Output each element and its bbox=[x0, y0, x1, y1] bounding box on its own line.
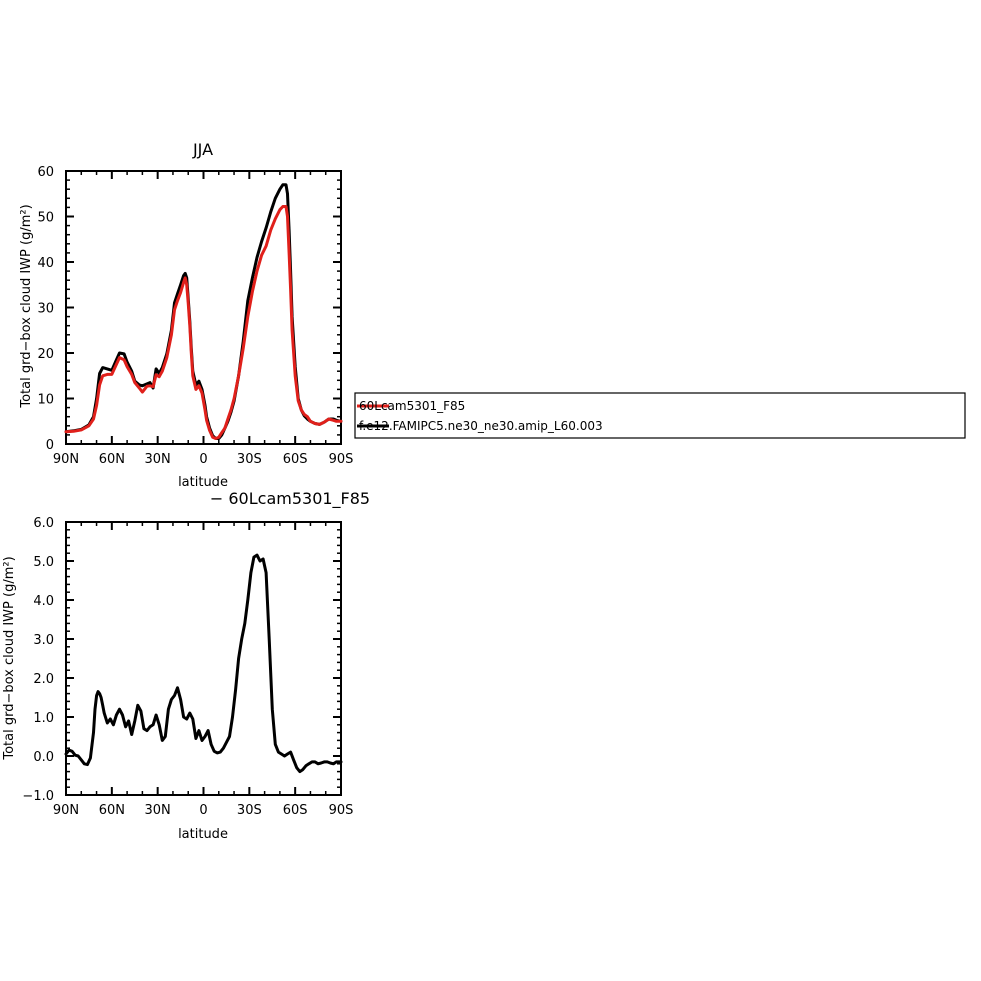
top-plot-area: 90N 60N 30N 0 30S 60S 90S 0 10 20 30 40 50 60 bbox=[37, 165, 353, 467]
legend: 60Lcam5301_F85 f.e12.FAMIPC5.ne30_ne30.a… bbox=[354, 392, 966, 439]
bottom-y-tick-label: 5.0 bbox=[33, 555, 54, 570]
legend-box bbox=[354, 392, 966, 439]
top-y-tick-label: 10 bbox=[37, 393, 54, 408]
top-y-tick-label: 20 bbox=[37, 347, 54, 362]
bottom-y-tick-label: 3.0 bbox=[33, 633, 54, 648]
bottom-x-tick-label: 0 bbox=[199, 803, 207, 818]
bottom-y-tick-label: 6.0 bbox=[33, 516, 54, 531]
bottom-x-tick-label: 30S bbox=[237, 803, 262, 818]
top-x-tick-label: 90S bbox=[329, 452, 354, 467]
top-series-line-red bbox=[64, 205, 343, 440]
bottom-x-tick-label: 60N bbox=[99, 803, 125, 818]
bottom-plot-area: 90N 60N 30N 0 30S 60S 90S −1.0 0.0 1.0 2.0 3.0 4.0 5.… bbox=[22, 516, 353, 818]
bottom-y-tick-label: −1.0 bbox=[22, 789, 54, 804]
top-y-tick-label: 60 bbox=[37, 165, 54, 180]
bottom-x-tick-label: 90N bbox=[53, 803, 79, 818]
legend-entry-2-label: f.e12.FAMIPC5.ne30_ne30.amip_L60.003 bbox=[359, 419, 603, 433]
legend-entry-1-label: 60Lcam5301_F85 bbox=[359, 399, 465, 413]
top-x-tick-label: 0 bbox=[199, 452, 207, 467]
bottom-x-axis-label: latitude bbox=[178, 827, 228, 842]
top-x-tick-label: 90N bbox=[53, 452, 79, 467]
top-panel: JJA 90N 60N 30N 0 30S 60S 90S 0 10 20 30 40 50 60 lat… bbox=[19, 140, 353, 490]
top-y-tick-label: 0 bbox=[46, 438, 54, 453]
top-y-tick-label: 30 bbox=[37, 302, 54, 317]
top-y-axis-label: Total grd−box cloud IWP (g/m²) bbox=[19, 204, 34, 408]
top-x-tick-label: 30S bbox=[237, 452, 262, 467]
top-x-tick-label: 30N bbox=[145, 452, 171, 467]
top-y-tick-label: 40 bbox=[37, 256, 54, 271]
top-x-tick-label: 60N bbox=[99, 452, 125, 467]
bottom-y-tick-label: 2.0 bbox=[33, 672, 54, 687]
bottom-x-tick-label: 30N bbox=[145, 803, 171, 818]
bottom-series-line-black bbox=[64, 553, 343, 774]
top-x-axis-label: latitude bbox=[178, 475, 228, 490]
bottom-y-tick-label: 0.0 bbox=[33, 750, 54, 765]
bottom-y-axis-label: Total grd−box cloud IWP (g/m²) bbox=[2, 556, 17, 760]
top-panel-title: JJA bbox=[192, 140, 213, 159]
bottom-x-tick-label: 90S bbox=[329, 803, 354, 818]
bottom-y-tick-label: 4.0 bbox=[33, 594, 54, 609]
bottom-panel-title: − 60Lcam5301_F85 bbox=[210, 489, 370, 509]
top-x-tick-label: 60S bbox=[283, 452, 308, 467]
bottom-y-tick-label: 1.0 bbox=[33, 711, 54, 726]
bottom-panel: − 60Lcam5301_F85 90N 60N 30N 0 30S 60S 90S −1.0… bbox=[2, 489, 370, 842]
bottom-x-tick-label: 60S bbox=[283, 803, 308, 818]
top-y-tick-label: 50 bbox=[37, 211, 54, 226]
